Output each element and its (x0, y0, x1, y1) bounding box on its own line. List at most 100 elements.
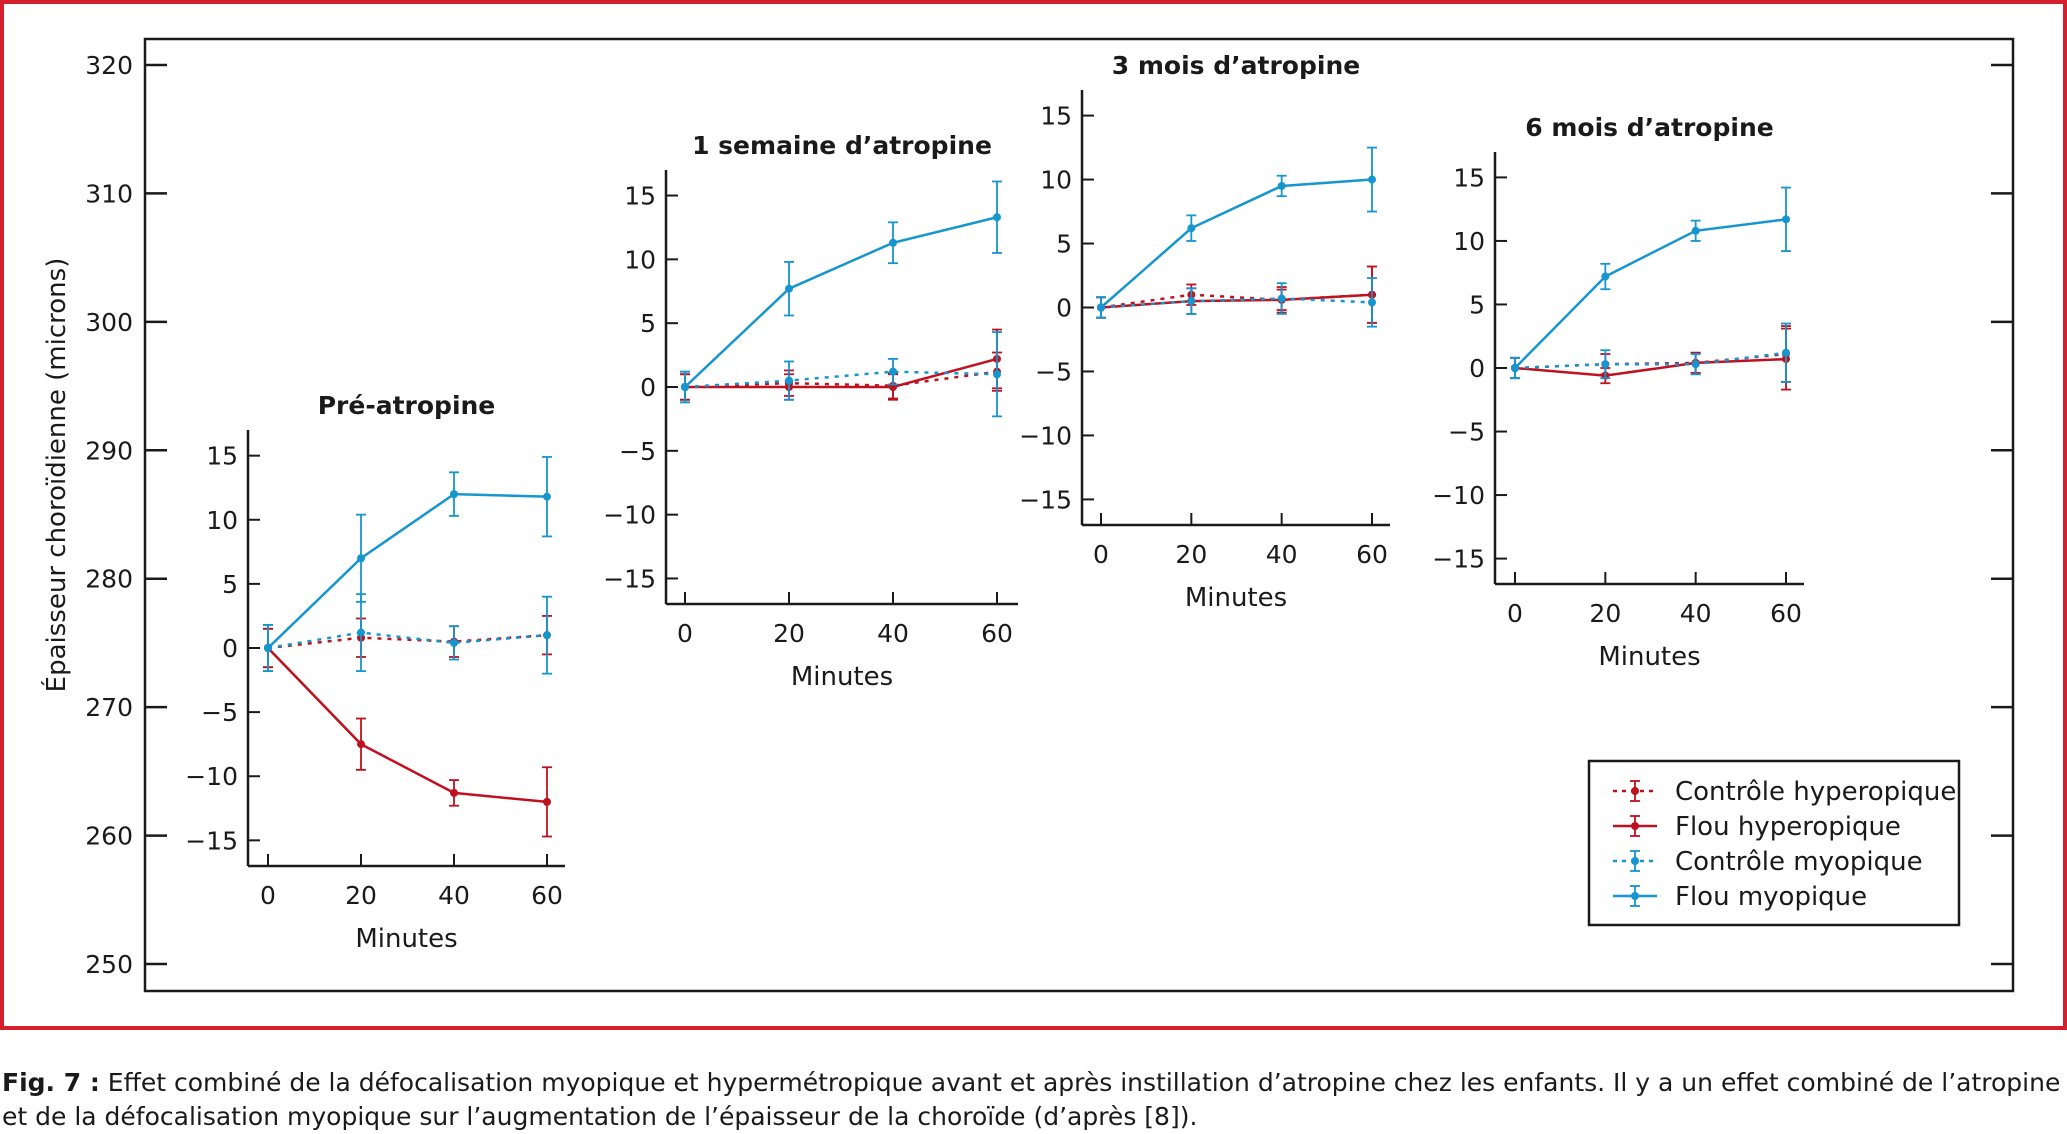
data-point (889, 367, 897, 376)
panel-y-tick-label: −10 (1432, 481, 1485, 510)
panel-x-tick-label: 20 (1589, 599, 1621, 628)
panel-x-tick-label: 20 (345, 881, 377, 910)
panel-x-tick-label: 40 (877, 619, 909, 648)
data-point (1782, 348, 1790, 357)
panel-x-tick-label: 0 (1507, 599, 1523, 628)
legend-swatch-point (1631, 857, 1639, 865)
data-point (1368, 298, 1376, 307)
data-point (1782, 215, 1790, 224)
panel-x-tick-label: 60 (981, 619, 1013, 648)
panel-y-tick-label: −15 (1432, 545, 1485, 574)
panel-x-tick-label: 40 (438, 881, 470, 910)
panel-y-tick-label: −10 (185, 762, 238, 791)
outer-y-tick-label: 250 (85, 950, 133, 979)
series-line (684, 216, 998, 388)
data-point (357, 740, 365, 749)
panel-y-tick-label: 0 (1469, 354, 1485, 383)
panel-y-tick-label: 10 (624, 245, 656, 274)
caption-label: Fig. 7 : (2, 1068, 100, 1097)
legend-box (1587, 759, 1961, 927)
outer-y-tick-label: 290 (85, 436, 133, 465)
series-line (267, 492, 548, 649)
series-line (267, 631, 548, 650)
data-point (357, 554, 365, 563)
panel-y-tick-label: −5 (1448, 418, 1485, 447)
legend-entry-label: Contrôle hyperopique (1675, 777, 1956, 807)
panel-x-axis-title: Minutes (1598, 642, 1700, 672)
series-line (1514, 357, 1787, 377)
data-point (785, 284, 793, 293)
panel-y-tick-label: 10 (1040, 166, 1072, 195)
legend-entry-label: Flou myopique (1675, 882, 1867, 912)
panel-x-tick-label: 60 (1770, 599, 1802, 628)
series-line (684, 370, 998, 389)
data-point (450, 788, 458, 797)
panel-x-axis-title: Minutes (791, 662, 893, 692)
data-point (1691, 226, 1700, 235)
panel-y-tick-label: −15 (185, 826, 238, 855)
data-point (543, 631, 551, 640)
panel-y-tick-label: −15 (603, 564, 656, 593)
series-line (684, 370, 998, 389)
panel-y-tick-label: −5 (619, 437, 656, 466)
data-point (357, 628, 365, 637)
outer-y-tick-label: 300 (85, 308, 133, 337)
panel-title: 6 mois d’atropine (1525, 113, 1773, 142)
panel-y-tick-label: 5 (1056, 230, 1072, 259)
caption-text: Effet combiné de la défocalisation myopi… (2, 1068, 2061, 1131)
panel-y-tick-label: 15 (624, 182, 656, 211)
data-point (1277, 294, 1286, 303)
series-line (1100, 293, 1373, 309)
data-point (1187, 224, 1196, 233)
panel-y-tick-label: −5 (1035, 357, 1072, 386)
data-point (1601, 360, 1610, 369)
panel-x-tick-label: 60 (531, 881, 563, 910)
series-line (267, 633, 548, 650)
panel-y-tick-label: 0 (640, 373, 656, 402)
data-point (450, 638, 458, 647)
legend-swatch-point (1631, 822, 1639, 830)
panel-y-tick-label: 5 (1469, 290, 1485, 319)
data-point (993, 213, 1001, 222)
series-line (685, 357, 998, 389)
data-point (681, 383, 689, 391)
panel-y-tick-label: −15 (1019, 485, 1072, 514)
data-point (993, 370, 1001, 379)
outer-plot-border (143, 37, 2015, 993)
panel-y-tick-label: −5 (201, 698, 238, 727)
data-point (785, 376, 793, 385)
panel-x-tick-label: 40 (1680, 599, 1712, 628)
series-line (267, 647, 548, 804)
panel-y-tick-label: 0 (222, 634, 238, 663)
panel-y-tick-label: 15 (1453, 163, 1485, 192)
choroid-thickness-chart: 250 260 270 280 290 300 310 320 Épaisseur choroï… (40, 37, 2015, 993)
data-point (889, 238, 897, 247)
panel-title: 1 semaine d’atropine (692, 131, 992, 160)
panel-title: 3 mois d’atropine (1112, 51, 1360, 80)
panel-x-tick-label: 20 (1175, 540, 1207, 569)
panel-title: Pré-atropine (318, 391, 496, 420)
panel-x-axis-title: Minutes (355, 924, 457, 954)
data-point (1187, 297, 1196, 306)
panel-x-tick-label: 60 (1356, 540, 1388, 569)
panel-x-tick-label: 0 (260, 881, 276, 910)
legend-swatch-point (1631, 892, 1639, 900)
data-point (543, 797, 551, 806)
data-point (264, 644, 272, 652)
panel-x-tick-label: 20 (773, 619, 805, 648)
series-line (1514, 218, 1787, 369)
data-point (1691, 360, 1700, 369)
outer-y-tick-label: 260 (85, 822, 133, 851)
data-point (1368, 175, 1376, 184)
outer-y-axis-title: Épaisseur choroïdienne (microns) (40, 258, 72, 693)
panel-y-tick-label: −10 (1019, 421, 1072, 450)
series-line (1100, 178, 1373, 309)
data-point (1277, 181, 1286, 190)
data-point (1601, 272, 1610, 281)
outer-y-tick-label: 270 (85, 693, 133, 722)
outer-y-tick-label: 320 (85, 51, 133, 80)
panel-y-tick-label: 5 (222, 570, 238, 599)
data-point (450, 490, 458, 499)
panel-y-tick-label: 10 (206, 506, 238, 535)
panel-y-tick-label: 5 (640, 309, 656, 338)
